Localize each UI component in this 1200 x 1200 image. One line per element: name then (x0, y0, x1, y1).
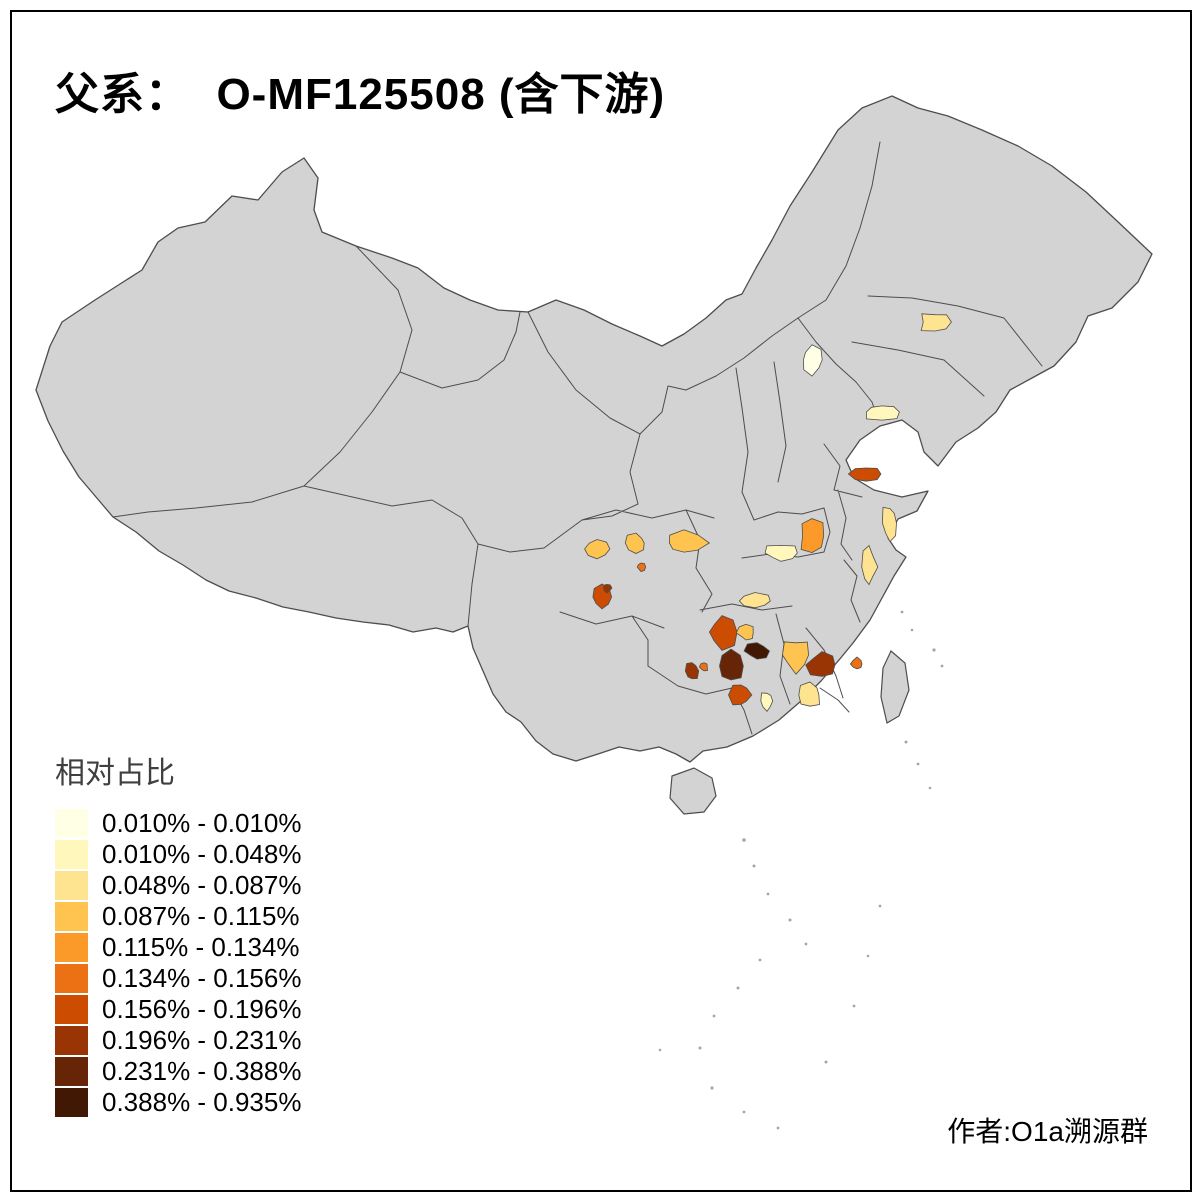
highlighted-prefecture (708, 615, 738, 651)
legend-label: 0.115% - 0.134% (102, 932, 300, 962)
page-title: 父系： O-MF125508 (含下游) (55, 70, 666, 119)
legend-swatch (55, 1057, 88, 1086)
legend-label: 0.010% - 0.010% (102, 808, 302, 838)
china-outline (35, 95, 1153, 763)
highlighted-prefecture (802, 344, 823, 377)
legend-label: 0.196% - 0.231% (102, 1025, 302, 1055)
highlighted-prefecture (584, 539, 611, 560)
legend-label: 0.231% - 0.388% (102, 1056, 302, 1086)
highlighted-prefecture (684, 662, 700, 680)
highlighted-prefecture (764, 544, 798, 562)
taiwan-island (880, 650, 910, 724)
legend-item: 0.010% - 0.010% (55, 808, 301, 839)
legend-swatch (55, 871, 88, 900)
legend-label: 0.156% - 0.196% (102, 994, 302, 1024)
province-borders (112, 141, 1043, 735)
legend-swatch (55, 809, 88, 838)
author-credit: 作者:O1a溯源群 (947, 1116, 1148, 1147)
highlighted-prefecture (636, 562, 647, 572)
highlighted-prefecture (847, 467, 882, 482)
highlighted-prefecture (728, 684, 753, 706)
legend-swatch (55, 933, 88, 962)
highlighted-prefecture (861, 544, 879, 586)
legend-label: 0.087% - 0.115% (102, 901, 300, 931)
legend-label: 0.010% - 0.048% (102, 839, 302, 869)
highlighted-prefecture (805, 651, 836, 677)
highlighted-prefecture (920, 313, 952, 332)
highlighted-prefecture (881, 506, 897, 543)
legend-label: 0.388% - 0.935% (102, 1087, 302, 1117)
legend-title: 相对占比 (55, 757, 175, 790)
highlighted-prefecture (738, 592, 771, 609)
highlighted-prefecture (800, 518, 825, 554)
legend-item: 0.115% - 0.134% (55, 932, 301, 963)
base-map (35, 95, 1153, 763)
legend-item: 0.048% - 0.087% (55, 870, 301, 901)
legend-item: 0.231% - 0.388% (55, 1056, 301, 1087)
highlighted-prefecture (668, 529, 711, 553)
legend-swatch (55, 840, 88, 869)
legend-item: 0.196% - 0.231% (55, 1025, 301, 1056)
legend-swatch (55, 1026, 88, 1055)
highlighted-prefecture (719, 648, 744, 681)
legend-item: 0.087% - 0.115% (55, 901, 301, 932)
legend-swatch (55, 902, 88, 931)
highlighted-prefecture (849, 656, 863, 670)
highlighted-prefecture (782, 641, 810, 675)
highlighted-prefecture (760, 692, 774, 712)
legend-item: 0.388% - 0.935% (55, 1087, 301, 1118)
highlighted-prefecture (798, 681, 820, 707)
legend-items: 0.010% - 0.010% 0.010% - 0.048% 0.048% - 0… (55, 808, 301, 1118)
highlighted-prefecture (735, 623, 754, 641)
small-islands (658, 610, 944, 1130)
legend-item: 0.010% - 0.048% (55, 839, 301, 870)
hainan-island (669, 767, 717, 815)
highlighted-prefecture (624, 532, 645, 554)
highlighted-prefecture (603, 583, 613, 594)
islands (658, 610, 944, 1130)
legend-item: 0.156% - 0.196% (55, 994, 301, 1025)
legend-label: 0.048% - 0.087% (102, 870, 302, 900)
highlighted-prefectures (584, 313, 952, 712)
legend-swatch (55, 1088, 88, 1117)
highlighted-prefecture (698, 662, 708, 672)
legend-label: 0.134% - 0.156% (102, 963, 302, 993)
highlighted-prefecture (865, 405, 900, 421)
highlighted-prefecture (743, 642, 770, 660)
legend-swatch (55, 964, 88, 993)
legend-swatch (55, 995, 88, 1024)
legend: 相对占比 0.010% - 0.010% 0.010% - 0.048% 0.048… (55, 748, 301, 1118)
legend-item: 0.134% - 0.156% (55, 963, 301, 994)
